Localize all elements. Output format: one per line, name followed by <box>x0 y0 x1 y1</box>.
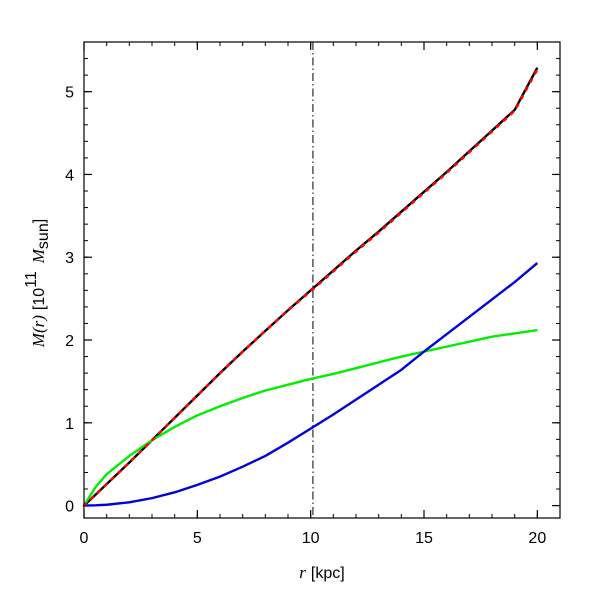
x-axis-label: r [kpc] <box>299 563 344 582</box>
x-tick-label: 15 <box>415 530 433 547</box>
x-tick-label: 5 <box>193 530 202 547</box>
series-line-3 <box>83 262 539 507</box>
y-tick-label: 0 <box>65 499 74 516</box>
x-tick-label: 10 <box>302 530 320 547</box>
x-tick-label: 0 <box>80 530 89 547</box>
tick-labels: 0 5 10 15 20 0 1 2 3 4 5 <box>65 85 546 547</box>
plot-frame <box>83 41 561 519</box>
axis-ticks <box>83 42 561 518</box>
series-layer <box>82 67 539 507</box>
y-tick-label: 5 <box>65 85 74 102</box>
y-tick-label: 1 <box>65 416 74 433</box>
y-tick-label: 3 <box>65 250 74 267</box>
y-tick-label: 4 <box>65 167 74 184</box>
y-tick-label: 2 <box>65 333 74 350</box>
series-line-0 <box>82 68 539 507</box>
series-line-2 <box>82 328 538 507</box>
y-axis-label: M(r)[1011Msun] <box>23 219 52 348</box>
x-tick-label: 20 <box>528 530 546 547</box>
